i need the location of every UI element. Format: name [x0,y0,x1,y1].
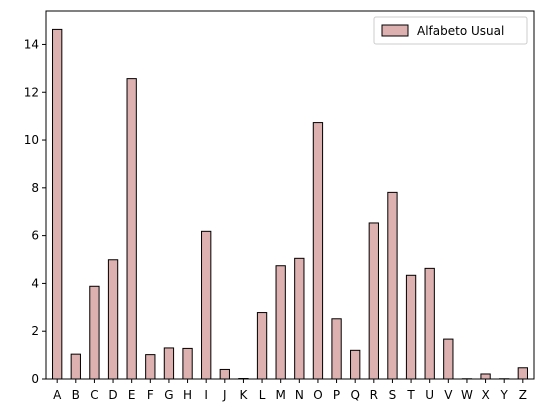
y-tick-label-14: 14 [24,37,39,51]
y-tick-label-6: 6 [31,229,39,243]
bar-t [405,274,417,380]
y-tick-label-10: 10 [24,133,39,147]
bar-e [126,78,137,380]
bar-f [145,354,156,380]
x-tick-label-f: F [147,388,154,402]
bar-c [89,285,100,380]
x-tick-label-v: V [444,388,453,402]
bar-i [201,230,212,380]
x-tick-label-g: G [164,388,173,402]
bar-o [312,122,324,380]
bar-n [294,257,305,380]
x-tick-label-s: S [389,388,397,402]
x-tick-label-y: Y [500,388,509,402]
x-tick-label-h: H [183,388,192,402]
bar-x [480,373,491,380]
bars-layer [52,28,528,380]
bar-u [424,267,435,380]
x-tick-label-d: D [108,388,117,402]
bar-z [517,367,528,380]
x-tick-label-x: X [481,388,489,402]
x-tick-label-b: B [72,388,80,402]
bar-a [52,28,63,380]
bar-h [182,347,193,380]
bar-v [443,338,454,380]
x-tick-label-n: N [295,388,304,402]
y-tick-label-12: 12 [24,85,39,99]
legend-box [373,16,528,45]
x-tick-label-r: R [370,388,378,402]
y-tick-label-0: 0 [31,372,39,386]
bar-d [107,259,119,380]
axes-layer [45,10,535,380]
x-tick-label-o: O [313,388,322,402]
bar-b [70,353,81,380]
y-tick-label-2: 2 [31,324,39,338]
x-tick-label-i: I [204,388,208,402]
bar-r [368,222,379,380]
legend-label: Alfabeto Usual [417,24,504,38]
legend: Alfabeto Usual [373,16,528,45]
bar-p [331,318,342,380]
x-tick-label-t: T [406,388,415,402]
bar-s [387,191,398,380]
x-tick-label-e: E [128,388,136,402]
bar-q [350,349,361,380]
x-tick-label-z: Z [519,388,527,402]
y-tick-label-8: 8 [31,181,39,195]
x-tick-label-a: A [53,388,62,402]
x-tick-label-l: L [259,388,266,402]
bar-m [275,265,286,380]
x-tick-label-k: K [240,388,249,402]
bar-j [219,368,230,380]
x-tick-label-c: C [90,388,98,402]
x-tick-label-w: W [461,388,473,402]
x-tick-label-p: P [333,388,340,402]
y-tick-label-4: 4 [31,276,39,290]
x-tick-label-u: U [425,388,434,402]
bar-g [163,347,175,380]
legend-swatch [381,24,409,37]
x-tick-label-m: M [276,388,286,402]
plot-frame [45,10,535,380]
ticks-layer: A B C D E F G H I J K L M N O P Q R S T U V W X Y Z 0 2 4 6 8 10 12 14 [24,37,527,402]
x-tick-label-j: J [222,388,227,402]
bar-l [256,312,268,380]
x-tick-label-q: Q [350,388,359,402]
